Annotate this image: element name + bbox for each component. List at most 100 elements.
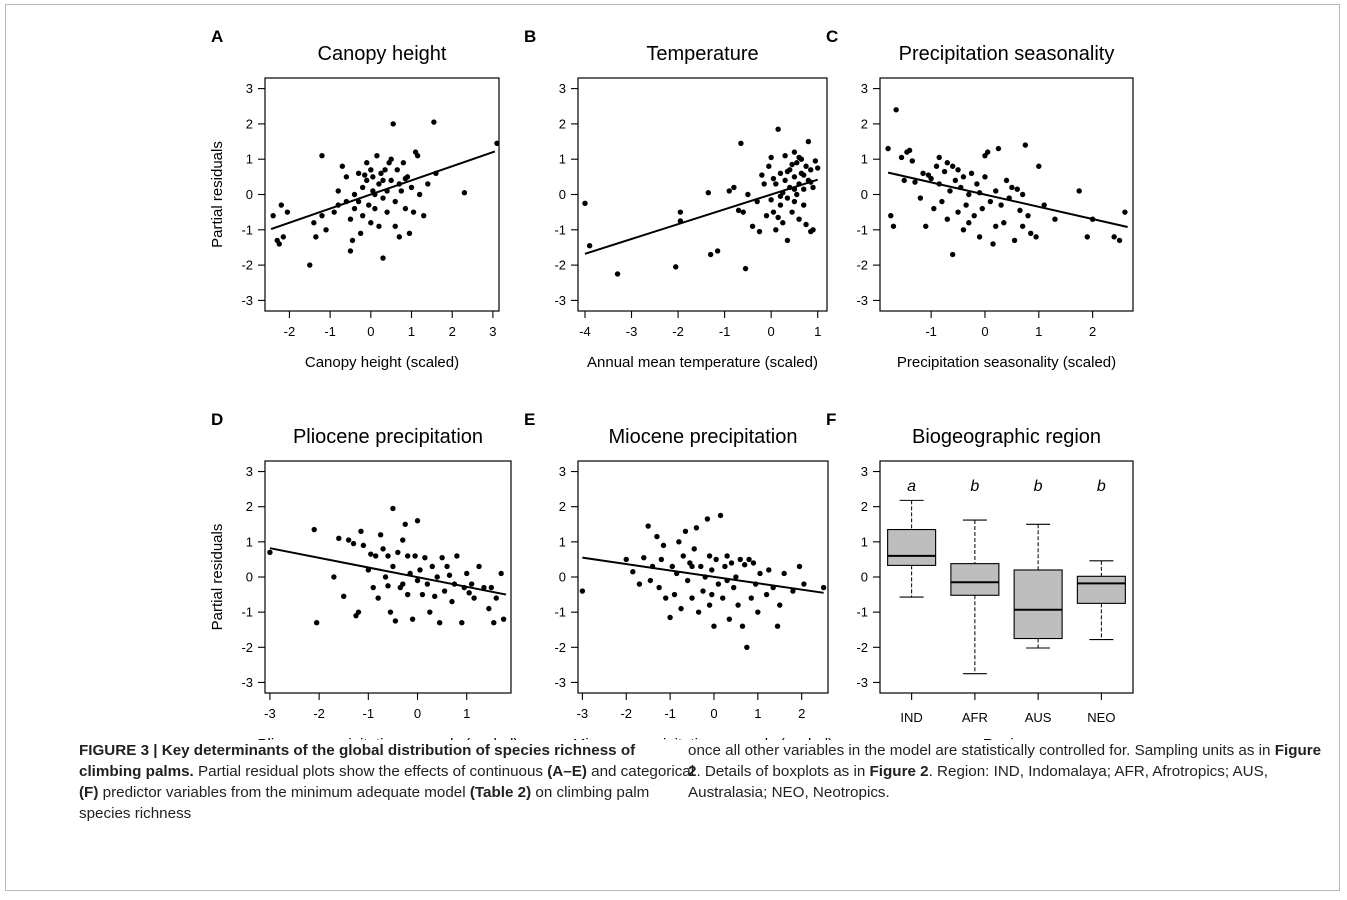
panel-e-point — [748, 595, 754, 601]
panel-a-point — [376, 181, 382, 187]
panel-c-point — [1019, 191, 1026, 198]
panel-a-point — [376, 223, 382, 229]
panel-a-point — [494, 140, 500, 147]
panel-a-point — [382, 167, 388, 173]
panel-c-point — [976, 234, 983, 240]
panel-a-point — [357, 230, 364, 237]
panel-d-y-tick-label: -1 — [241, 605, 253, 620]
panel-b-point — [791, 198, 798, 205]
panel-c-point — [1052, 216, 1058, 222]
panel-a-y-tick-label: -2 — [241, 258, 253, 273]
panel-e-y-tick-label: 3 — [559, 464, 566, 479]
panel-b-y-tick-label: 2 — [559, 116, 566, 131]
panel-c-point — [885, 145, 891, 152]
panel-d-point — [385, 583, 391, 589]
panel-d-point — [454, 553, 460, 559]
panel-d-x-tick-label: -3 — [264, 706, 276, 721]
panel-d-point — [350, 540, 357, 547]
panel-d-point — [434, 574, 440, 580]
panel-c-point — [890, 223, 897, 229]
panel-a-point — [359, 212, 366, 219]
panel-e-point — [763, 591, 770, 598]
panel-a-point — [410, 209, 417, 215]
panel-e-fit-line — [582, 556, 824, 594]
panel-b-point — [801, 202, 807, 208]
panel-f-group-letter: b — [1034, 478, 1043, 495]
panel-a-x-tick-label: -1 — [324, 324, 336, 339]
panel-e-y-tick-label: -3 — [554, 675, 566, 690]
panel-c-point — [1001, 220, 1007, 226]
panel-e-x-axis-label: Miocene precipitation anomaly (scaled) — [573, 736, 833, 740]
panel-a-point — [313, 234, 319, 240]
panel-d-point — [377, 532, 384, 538]
panel-e-point — [722, 563, 728, 570]
panel-c-point — [960, 227, 967, 233]
panel-c-point — [1003, 177, 1010, 184]
panel-d-point — [345, 537, 352, 543]
panel-c-point — [966, 191, 972, 198]
panel-b-point — [789, 209, 795, 215]
panel-e-point — [739, 623, 746, 629]
panel-f-box — [1076, 575, 1126, 604]
panel-f-x-tick-label: AUS — [1025, 710, 1052, 725]
panel-b-letter: B — [524, 27, 536, 46]
panel-a-point — [402, 175, 409, 182]
panel-b-point — [705, 190, 712, 196]
panel-e-point — [733, 574, 739, 580]
panel-b-point — [763, 212, 770, 219]
panel-b-point — [794, 191, 800, 198]
panel-e-x-tick-label: -3 — [577, 706, 589, 721]
panel-c-point — [1036, 163, 1042, 169]
panel-d-point — [466, 590, 472, 596]
panel-b-x-tick-label: 1 — [814, 324, 821, 339]
panel-b-point — [586, 242, 593, 249]
panel-a-x-tick-label: 2 — [449, 324, 456, 339]
panel-e-point — [671, 591, 678, 598]
panel-b-x-tick-label: -4 — [579, 324, 591, 339]
panel-d-point — [449, 598, 455, 605]
panel-e-point — [682, 528, 689, 535]
panel-a-y-tick-label: -3 — [241, 293, 253, 308]
panel-c-point — [944, 216, 950, 222]
panel-d-point — [370, 584, 376, 591]
panel-b-point — [740, 209, 746, 215]
panel-b-point — [796, 216, 802, 222]
panel-b-point — [810, 227, 816, 233]
panel-a-point — [431, 119, 437, 125]
panel-c-point — [1084, 234, 1090, 240]
panel-a-point — [388, 177, 394, 184]
panel-d-point — [464, 570, 470, 577]
panel-a-point — [392, 198, 398, 205]
panel-a-point — [359, 184, 366, 191]
panel-e-point — [744, 644, 750, 651]
panel-e-point — [801, 581, 807, 587]
panel-e-point — [704, 516, 711, 522]
panel-a-point — [335, 188, 341, 194]
panel-a-point — [349, 237, 356, 244]
panel-a-point — [307, 262, 313, 268]
panel-d-point — [311, 526, 317, 533]
panel-d-x-tick-label: -2 — [313, 706, 325, 721]
panel-c-point — [949, 251, 956, 258]
panel-b-point — [582, 200, 588, 207]
panel-b-point — [768, 197, 774, 203]
panel-c-point — [906, 147, 913, 154]
panel-e-point — [711, 623, 717, 629]
caption-text-1: Partial residual plots show the effects … — [193, 763, 548, 780]
panel-e-point — [820, 584, 827, 591]
panel-d-point — [360, 542, 367, 549]
panel-d-point — [459, 619, 465, 626]
panel-e-point — [663, 595, 669, 601]
panel-c-point — [979, 205, 985, 212]
caption-text-7: . Region: IND, Indomalaya; AFR, Afrotrop… — [688, 763, 1268, 801]
panel-e-point — [709, 567, 715, 573]
panel-b-point — [791, 174, 798, 180]
panel-e-point — [636, 581, 643, 587]
caption-ref-figure2-b: Figure 2 — [869, 763, 929, 780]
panel-a-y-tick-label: 2 — [246, 116, 253, 131]
panel-b-y-tick-label: -2 — [554, 258, 566, 273]
panel-b-point — [775, 214, 781, 221]
panel-e-point — [641, 554, 647, 561]
panel-c-point — [982, 174, 988, 180]
panel-d-point — [390, 563, 396, 570]
